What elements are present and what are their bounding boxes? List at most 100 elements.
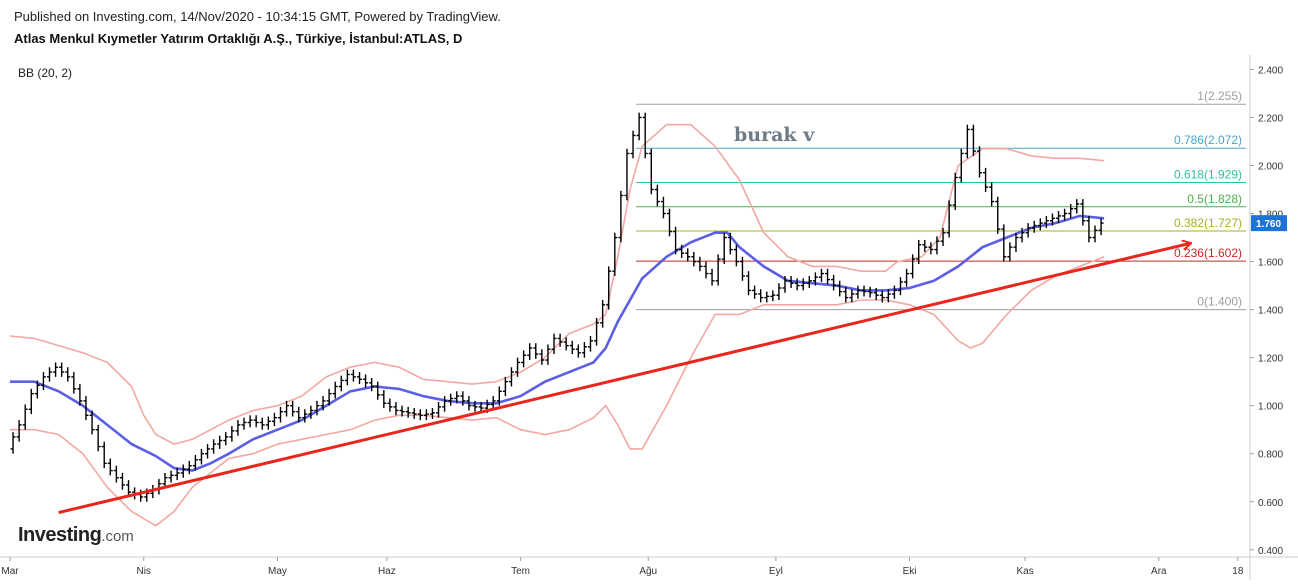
price-bar [521,350,527,368]
price-bar [235,420,241,436]
price-bar [423,409,429,421]
price-bar [977,146,983,178]
price-bar [764,291,770,303]
price-bar [448,393,454,406]
price-bar [290,400,296,417]
y-tick-label: 0.400 [1258,546,1283,557]
price-bar [508,367,514,387]
last-price-label: 1.760 [1256,219,1281,230]
price-bar [338,375,344,392]
bb-lower-line [10,256,1105,527]
price-bar [101,441,107,469]
price-bar [642,112,648,159]
price-bar [788,275,794,288]
price-bar [709,268,715,286]
price-bar [89,410,95,435]
price-bar [587,336,593,352]
fibonacci-levels [636,103,1246,311]
price-bar [873,287,879,300]
price-bar [320,396,326,411]
x-tick-label: 18 [1232,566,1244,577]
indicator-label[interactable]: BB (20, 2) [18,66,73,80]
price-bar [399,405,405,417]
price-bar [1080,199,1086,226]
price-bar [466,396,472,411]
x-tick-label: Ara [1151,566,1167,577]
price-bar [119,472,125,490]
logo-brand: Investing [18,524,102,546]
bollinger-bands [9,123,1105,527]
price-bar [928,242,934,255]
price-bar [126,480,132,497]
price-bar [983,167,989,192]
price-bar [515,357,521,377]
y-tick-label: 1.200 [1258,354,1283,365]
price-bar [934,236,940,255]
price-bar [387,398,393,412]
price-bar [192,454,198,471]
price-bar [1098,218,1104,236]
x-tick-label: Nis [136,566,150,577]
last-price-badge [1251,215,1287,232]
price-bar [885,289,891,303]
x-tick-label: Mar [1,566,19,577]
price-bar [758,289,764,303]
price-bar [837,280,843,297]
x-tick-label: Ağu [639,566,657,577]
price-bar [533,343,539,359]
price-bar [970,124,976,156]
price-bar [326,388,332,406]
price-bar [1049,213,1055,226]
price-bar [350,369,356,382]
price-bar [1025,223,1031,238]
price-bar [855,285,861,299]
price-bar [113,465,119,483]
price-bar [369,378,375,392]
price-bar [539,349,545,365]
price-bar [1043,215,1049,228]
fib-level-label: 0.382(1.727) [1174,216,1242,230]
price-bar [818,268,824,282]
price-bar [648,148,654,195]
price-bar [600,299,606,328]
price-bar [34,380,40,399]
price-bar [253,415,259,428]
price-bar [727,232,733,255]
price-bar [198,448,204,465]
y-tick-label: 1.600 [1258,258,1283,269]
price-bar [247,415,253,428]
price-bar [551,333,557,355]
price-bar [205,444,211,459]
price-bar [636,112,642,141]
price-bar [606,266,612,310]
price-bar [332,381,338,399]
price-bar [879,290,885,303]
x-tick-label: Kas [1016,566,1033,577]
axes [0,55,1298,580]
price-bar [916,239,922,264]
y-tick-label: 1.000 [1258,402,1283,413]
price-bar [989,182,995,207]
price-bar [618,190,624,243]
price-bar [107,458,113,476]
x-tick-label: Haz [378,566,396,577]
price-bar [812,272,818,286]
price-bar [211,439,217,454]
price-bar [271,412,277,427]
price-bar [241,417,247,430]
price-bar [673,226,679,255]
price-bar [575,344,581,358]
y-tick-label: 2.000 [1258,161,1283,172]
x-tick-label: Eyl [769,566,783,577]
price-bar [995,196,1001,234]
price-bar [1013,232,1019,252]
price-bar [794,278,800,291]
logo-suffix: .com [101,528,134,545]
fib-level-label: 0.236(1.602) [1174,246,1242,260]
price-bar [1001,224,1007,262]
y-tick-label: 0.800 [1258,450,1283,461]
price-bar [569,340,575,355]
price-bar [581,342,587,358]
price-bar [746,271,752,296]
